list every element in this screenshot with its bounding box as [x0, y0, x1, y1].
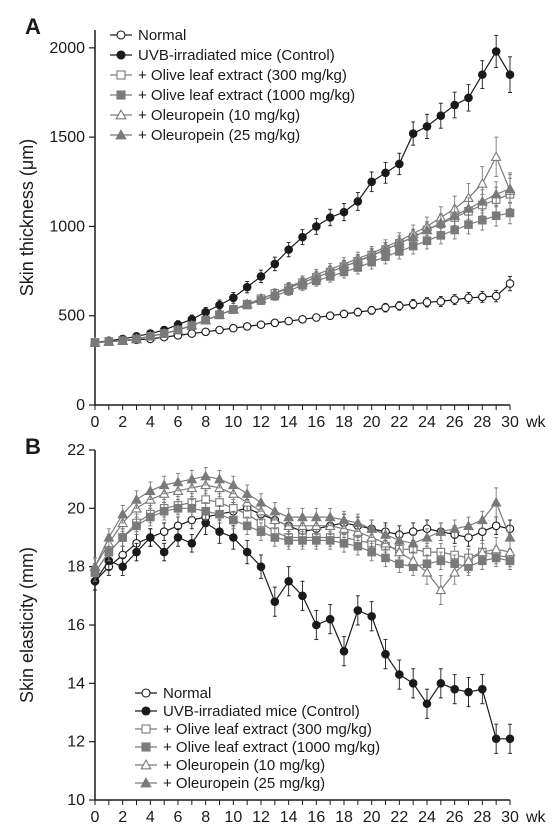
- ytick-label: 18: [67, 559, 85, 576]
- ytick-label: 500: [58, 308, 85, 325]
- xtick-label: 14: [280, 809, 298, 826]
- xtick-label: 22: [390, 414, 408, 431]
- xtick-label: 16: [307, 414, 325, 431]
- ytick-label: 10: [67, 792, 85, 809]
- legend-label: + Oleuropein (25 mg/kg): [138, 127, 300, 144]
- legend-label: + Olive leaf extract (1000 mg/kg): [163, 739, 380, 756]
- ytick-label: 1000: [49, 218, 85, 235]
- legend-label: + Olive leaf extract (300 mg/kg): [138, 67, 347, 84]
- xtick-label: 30: [501, 414, 519, 431]
- ytick-label: 12: [67, 734, 85, 751]
- xtick-label: 2: [118, 414, 127, 431]
- xtick-label: 28: [473, 809, 491, 826]
- legend-label: + Olive leaf extract (300 mg/kg): [163, 721, 372, 738]
- xtick-label: 0: [91, 809, 100, 826]
- legend-label: + Oleuropein (10 mg/kg): [138, 107, 300, 124]
- xtick-label: 12: [252, 809, 270, 826]
- panel-A: 0500100015002000024681012141618202224262…: [17, 14, 547, 431]
- xtick-label: 26: [446, 414, 464, 431]
- xtick-label: 2: [118, 809, 127, 826]
- xtick-label: 18: [335, 809, 353, 826]
- ytick-label: 20: [67, 500, 85, 517]
- xtick-label: 14: [280, 414, 298, 431]
- xtick-label: 24: [418, 414, 436, 431]
- x-unit-label: wk: [525, 809, 547, 826]
- panel-tag: A: [25, 14, 41, 39]
- xtick-label: 0: [91, 414, 100, 431]
- figure-page: 0500100015002000024681012141618202224262…: [0, 0, 553, 835]
- ytick-label: 1500: [49, 129, 85, 146]
- xtick-label: 10: [224, 414, 242, 431]
- xtick-label: 26: [446, 809, 464, 826]
- xtick-label: 6: [174, 414, 183, 431]
- ytick-label: 16: [67, 617, 85, 634]
- xtick-label: 12: [252, 414, 270, 431]
- xtick-label: 16: [307, 809, 325, 826]
- xtick-label: 22: [390, 809, 408, 826]
- xtick-label: 24: [418, 809, 436, 826]
- y-axis-label: Skin thickness (μm): [17, 139, 37, 296]
- x-unit-label: wk: [525, 414, 547, 431]
- xtick-label: 6: [174, 809, 183, 826]
- legend-label: + Oleuropein (10 mg/kg): [163, 757, 325, 774]
- y-axis-label: Skin elasticity (mm): [17, 547, 37, 703]
- panel-B: 1012141618202202468101214161820222426283…: [17, 434, 547, 826]
- ytick-label: 0: [76, 397, 85, 414]
- ytick-label: 22: [67, 442, 85, 459]
- legend-label: Normal: [138, 27, 186, 44]
- xtick-label: 8: [201, 414, 210, 431]
- figure-svg: 0500100015002000024681012141618202224262…: [0, 0, 553, 835]
- panel-tag: B: [25, 434, 41, 459]
- xtick-label: 10: [224, 809, 242, 826]
- ytick-label: 2000: [49, 40, 85, 57]
- xtick-label: 28: [473, 414, 491, 431]
- legend: NormalUVB-irradiated mice (Control)+ Oli…: [135, 685, 380, 792]
- legend-label: + Olive leaf extract (1000 mg/kg): [138, 87, 355, 104]
- legend: Normal UVB-irradiated mice (Control) + Oli…: [110, 27, 355, 144]
- ytick-label: 14: [67, 675, 85, 692]
- xtick-label: 20: [363, 809, 381, 826]
- series-ole1000: [91, 202, 514, 346]
- legend-label: + Oleuropein (25 mg/kg): [163, 775, 325, 792]
- legend-label: Normal: [163, 685, 211, 702]
- xtick-label: 30: [501, 809, 519, 826]
- xtick-label: 20: [363, 414, 381, 431]
- xtick-label: 18: [335, 414, 353, 431]
- legend-label: UVB-irradiated mice (Control): [138, 47, 335, 64]
- xtick-label: 4: [146, 809, 155, 826]
- legend-label: UVB-irradiated mice (Control): [163, 703, 360, 720]
- xtick-label: 8: [201, 809, 210, 826]
- xtick-label: 4: [146, 414, 155, 431]
